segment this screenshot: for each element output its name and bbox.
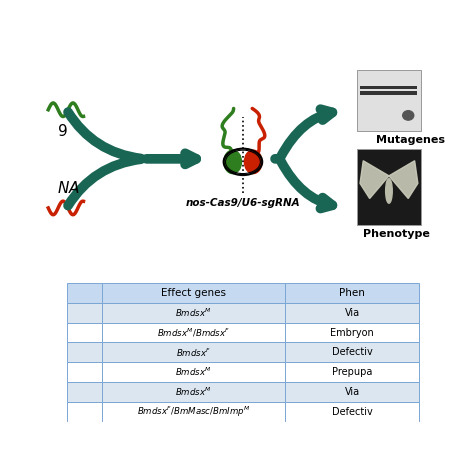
Text: $\mathit{Bmdsx}^{F}$: $\mathit{Bmdsx}^{F}$ bbox=[176, 346, 211, 359]
FancyBboxPatch shape bbox=[102, 402, 285, 422]
Text: Via: Via bbox=[345, 387, 360, 397]
Text: Effect genes: Effect genes bbox=[161, 288, 226, 298]
FancyBboxPatch shape bbox=[360, 86, 418, 90]
Ellipse shape bbox=[245, 150, 262, 173]
FancyBboxPatch shape bbox=[66, 342, 102, 362]
FancyBboxPatch shape bbox=[66, 283, 102, 303]
Text: Embryon: Embryon bbox=[330, 328, 374, 337]
Text: $\it{NA}$: $\it{NA}$ bbox=[57, 180, 80, 196]
FancyBboxPatch shape bbox=[285, 382, 419, 402]
FancyBboxPatch shape bbox=[102, 362, 285, 382]
FancyBboxPatch shape bbox=[285, 402, 419, 422]
FancyBboxPatch shape bbox=[285, 342, 419, 362]
FancyBboxPatch shape bbox=[66, 402, 102, 422]
Text: Defectiv: Defectiv bbox=[332, 347, 373, 357]
FancyBboxPatch shape bbox=[285, 362, 419, 382]
FancyBboxPatch shape bbox=[102, 283, 285, 303]
Text: $\mathit{Bmdsx}^{F}/\mathit{BmMasc}/\mathit{BmImp}^{M}$: $\mathit{Bmdsx}^{F}/\mathit{BmMasc}/\mat… bbox=[137, 405, 250, 419]
Text: $\mathit{Bmdsx}^{M}/\mathit{Bmdsx}^{F}$: $\mathit{Bmdsx}^{M}/\mathit{Bmdsx}^{F}$ bbox=[157, 326, 230, 339]
FancyBboxPatch shape bbox=[285, 323, 419, 342]
FancyBboxPatch shape bbox=[285, 303, 419, 323]
Text: $\mathit{Bmdsx}^{M}$: $\mathit{Bmdsx}^{M}$ bbox=[175, 366, 212, 378]
Ellipse shape bbox=[386, 179, 392, 203]
FancyBboxPatch shape bbox=[102, 382, 285, 402]
Text: Prepupa: Prepupa bbox=[332, 367, 373, 377]
Ellipse shape bbox=[403, 111, 414, 120]
Text: $\mathit{Bmdsx}^{M}$: $\mathit{Bmdsx}^{M}$ bbox=[175, 386, 212, 398]
FancyBboxPatch shape bbox=[102, 323, 285, 342]
Text: Mutagenes: Mutagenes bbox=[376, 135, 445, 145]
Text: nos-Cas9/U6-sgRNA: nos-Cas9/U6-sgRNA bbox=[186, 199, 300, 209]
Text: Via: Via bbox=[345, 308, 360, 318]
FancyBboxPatch shape bbox=[360, 91, 418, 95]
FancyBboxPatch shape bbox=[66, 362, 102, 382]
FancyBboxPatch shape bbox=[102, 303, 285, 323]
FancyBboxPatch shape bbox=[357, 70, 421, 130]
Polygon shape bbox=[360, 161, 389, 199]
FancyBboxPatch shape bbox=[66, 382, 102, 402]
Text: $\mathit{Bmdsx}^{M}$: $\mathit{Bmdsx}^{M}$ bbox=[175, 307, 212, 319]
FancyBboxPatch shape bbox=[66, 303, 102, 323]
Text: $\it{9}$: $\it{9}$ bbox=[57, 122, 68, 138]
FancyBboxPatch shape bbox=[285, 283, 419, 303]
Polygon shape bbox=[389, 161, 418, 199]
Ellipse shape bbox=[224, 150, 241, 173]
Text: Phenotype: Phenotype bbox=[363, 229, 430, 239]
Text: Phen: Phen bbox=[339, 288, 365, 298]
FancyBboxPatch shape bbox=[102, 342, 285, 362]
FancyBboxPatch shape bbox=[66, 323, 102, 342]
FancyBboxPatch shape bbox=[357, 149, 421, 225]
Text: Defectiv: Defectiv bbox=[332, 407, 373, 417]
